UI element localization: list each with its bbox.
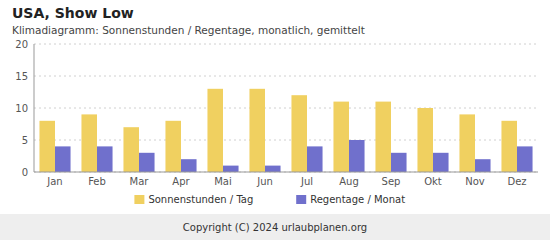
chart-container: USA, Show Low Klimadiagramm: Sonnenstunde… bbox=[0, 0, 550, 240]
y-tick-label: 5 bbox=[22, 135, 28, 146]
bars bbox=[39, 89, 532, 172]
x-tick-label: Dez bbox=[507, 176, 526, 187]
bar bbox=[81, 114, 97, 172]
grid-line bbox=[34, 172, 538, 173]
bar bbox=[417, 108, 433, 172]
bar bbox=[165, 121, 181, 172]
x-tick-label: Jan bbox=[46, 176, 62, 187]
bar bbox=[249, 89, 265, 172]
bar bbox=[375, 102, 391, 172]
bar bbox=[97, 146, 113, 172]
bar bbox=[433, 153, 449, 172]
x-tick-label: Feb bbox=[88, 176, 106, 187]
legend-swatch bbox=[134, 195, 144, 204]
bar bbox=[307, 146, 323, 172]
legend-label: Regentage / Monat bbox=[310, 194, 405, 205]
x-tick-label: Mar bbox=[130, 176, 150, 187]
bar bbox=[181, 159, 197, 172]
y-axis: 0 5 10 15 20 bbox=[15, 39, 538, 178]
x-tick-label: Apr bbox=[172, 176, 190, 187]
title: USA, Show Low bbox=[12, 5, 134, 21]
subtitle: Klimadiagramm: Sonnenstunden / Regentage… bbox=[12, 24, 365, 36]
x-axis-line bbox=[34, 172, 538, 173]
bar bbox=[333, 102, 349, 172]
bar bbox=[223, 166, 239, 172]
x-tick-label: Sep bbox=[382, 176, 401, 187]
bar bbox=[459, 114, 475, 172]
bar bbox=[475, 159, 491, 172]
footer-bar bbox=[0, 214, 550, 240]
bar bbox=[207, 89, 223, 172]
bar bbox=[123, 127, 139, 172]
bar bbox=[349, 140, 365, 172]
grid-line bbox=[34, 76, 538, 77]
bar bbox=[291, 95, 307, 172]
legend-swatch bbox=[296, 195, 306, 204]
x-tick-label: Okt bbox=[424, 176, 442, 187]
x-tick-label: Jul bbox=[300, 176, 313, 187]
x-tick-label: Nov bbox=[465, 176, 485, 187]
bar bbox=[55, 146, 71, 172]
bar bbox=[139, 153, 155, 172]
y-axis-line bbox=[34, 44, 35, 172]
y-tick-label: 0 bbox=[22, 167, 28, 178]
legend: Sonnenstunden / Tag Regentage / Monat bbox=[134, 194, 405, 205]
footer: Copyright (C) 2024 urlaubplanen.org bbox=[0, 214, 550, 240]
y-tick-label: 20 bbox=[15, 39, 28, 50]
y-tick-label: 15 bbox=[15, 71, 28, 82]
grid-line bbox=[34, 44, 538, 45]
bar bbox=[517, 146, 533, 172]
bar bbox=[39, 121, 55, 172]
x-tick-label: Mai bbox=[214, 176, 232, 187]
footer-text: Copyright (C) 2024 urlaubplanen.org bbox=[183, 222, 367, 233]
chart-svg: USA, Show Low Klimadiagramm: Sonnenstunde… bbox=[0, 0, 550, 240]
bar bbox=[391, 153, 407, 172]
legend-label: Sonnenstunden / Tag bbox=[148, 194, 253, 205]
grid-line bbox=[34, 108, 538, 109]
x-axis: Jan Feb Mar Apr Mai Jun Jul Aug Sep Okt Nov Dez bbox=[46, 176, 526, 187]
bar bbox=[501, 121, 517, 172]
x-tick-label: Jun bbox=[256, 176, 273, 187]
bar bbox=[265, 166, 281, 172]
y-tick-label: 10 bbox=[15, 103, 28, 114]
x-tick-label: Aug bbox=[339, 176, 359, 187]
